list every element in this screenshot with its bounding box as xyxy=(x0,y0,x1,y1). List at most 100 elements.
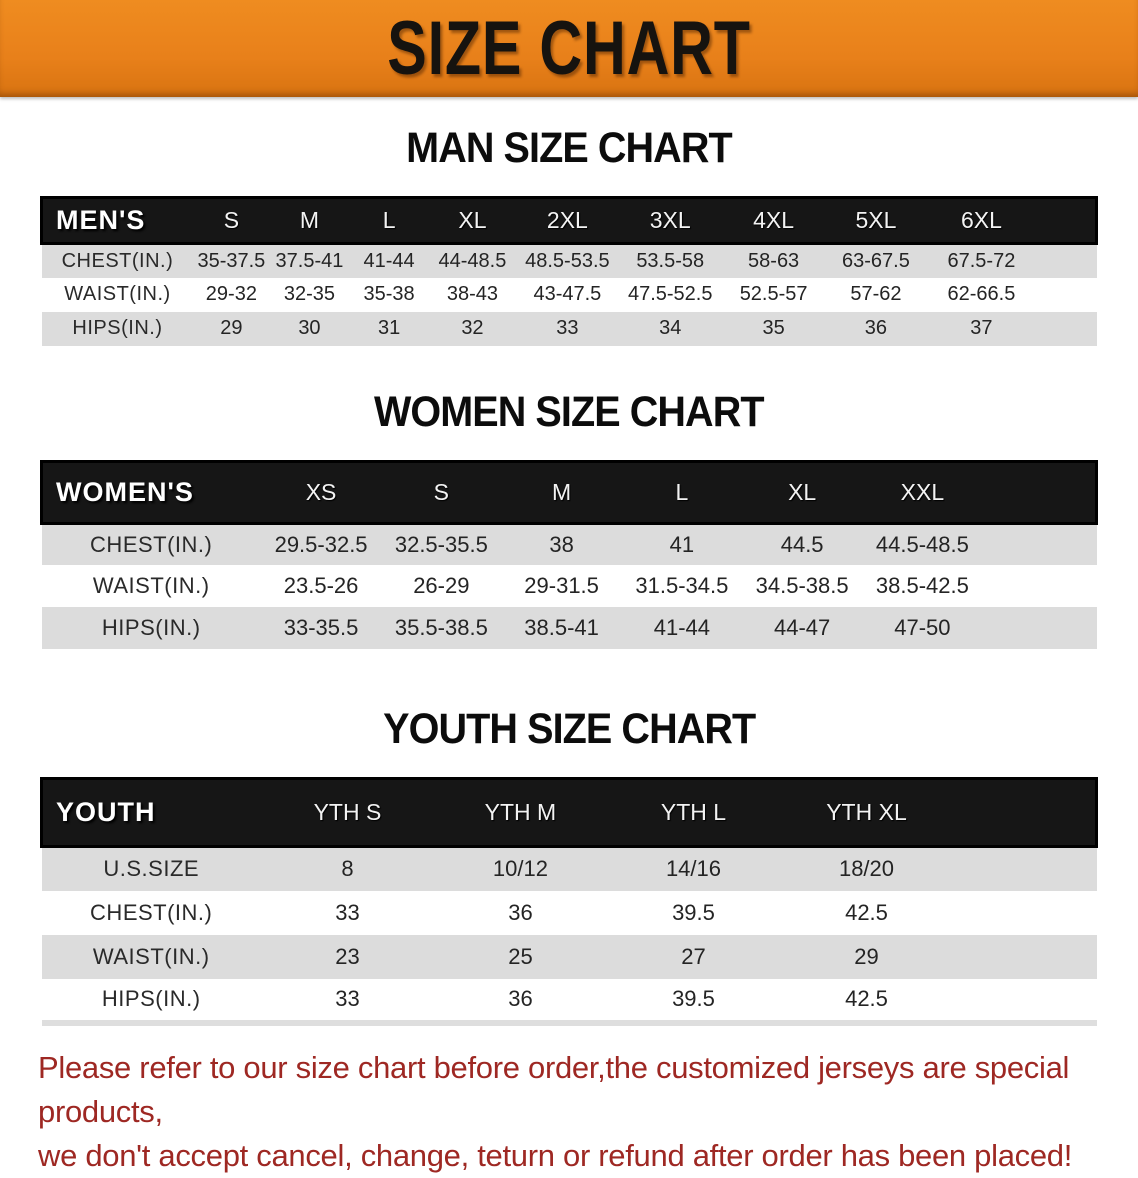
table-row: HIPS(IN.) 33 36 39.5 42.5 xyxy=(42,979,1097,1023)
size-chart-banner: SIZE CHART xyxy=(0,0,1138,97)
row-label-cell: WAIST(IN.) xyxy=(64,283,171,305)
value-cell: 32.5-35.5 xyxy=(394,531,488,557)
value-cell: 36 xyxy=(508,899,533,925)
size-header-cell: XS xyxy=(260,459,382,525)
value-cell: 38.5-42.5 xyxy=(875,573,969,598)
value-cell: 29-31.5 xyxy=(524,573,599,598)
value-cell: 44-48.5 xyxy=(438,249,507,272)
table-row: HIPS(IN.) 29 30 31 32 33 34 35 36 37 xyxy=(41,311,1097,346)
spacer-cell xyxy=(953,935,1097,979)
women-size-chart-title: WOMEN SIZE CHART xyxy=(374,387,765,436)
table-row: U.S.SIZE 8 10/12 14/16 18/20 xyxy=(41,846,1097,891)
value-cell: 38.5-41 xyxy=(524,615,599,640)
row-label-cell: CHEST(IN.) xyxy=(61,249,174,272)
row-label-cell: WAIST(IN.) xyxy=(92,943,210,969)
value-cell: 23.5-26 xyxy=(283,573,359,598)
youth-size-table: YOUTH YTH S YTH M YTH L YTH XL U.S.SIZE … xyxy=(39,777,1098,1026)
man-size-chart-title: MAN SIZE CHART xyxy=(406,124,732,172)
value-cell: 42.5 xyxy=(845,986,888,1011)
value-cell: 41-44 xyxy=(363,249,415,272)
table-row: WAIST(IN.) 29-32 32-35 35-38 38-43 43-47… xyxy=(42,278,1097,312)
value-cell: 44.5 xyxy=(780,531,824,557)
value-cell: 33 xyxy=(556,317,579,339)
spacer-cell xyxy=(1036,278,1096,312)
size-header-cell: M xyxy=(269,196,350,245)
table-row: HIPS(IN.) 33-35.5 35.5-38.5 38.5-41 41-4… xyxy=(41,607,1097,649)
table-header-row: YOUTH YTH S YTH M YTH L YTH XL xyxy=(39,777,1098,848)
table-header-row: MEN'S S M L XL 2XL 3XL 4XL 5XL 6XL xyxy=(40,196,1099,245)
value-cell: 36 xyxy=(508,986,533,1011)
value-cell: 44-47 xyxy=(773,615,831,640)
size-header-cell: L xyxy=(621,459,742,525)
row-label-cell: CHEST(IN.) xyxy=(90,899,213,925)
size-header-cell: YTH M xyxy=(433,777,607,848)
value-cell: 30 xyxy=(298,317,321,339)
value-cell: 39.5 xyxy=(672,986,715,1011)
mens-header-label: MEN'S xyxy=(40,196,194,245)
value-cell: 36 xyxy=(864,317,888,339)
row-label-cell: HIPS(IN.) xyxy=(101,986,201,1011)
size-header-cell: 6XL xyxy=(926,196,1037,245)
size-header-cell: 4XL xyxy=(721,196,826,245)
spacer-cell xyxy=(953,847,1097,891)
value-cell: 33 xyxy=(335,899,360,925)
size-header-cell: 2XL xyxy=(516,196,619,245)
value-cell: 32 xyxy=(461,317,484,339)
disclaimer-line-1: Please refer to our size chart before or… xyxy=(38,1049,1070,1129)
value-cell: 31.5-34.5 xyxy=(635,573,729,598)
table-row: CHEST(IN.) 29.5-32.5 32.5-35.5 38 41 44.… xyxy=(41,523,1097,565)
spacer-cell xyxy=(1036,196,1099,245)
spacer-cell xyxy=(983,523,1097,565)
spacer-cell xyxy=(983,607,1097,649)
row-label-cell: HIPS(IN.) xyxy=(72,317,163,339)
value-cell: 34 xyxy=(659,317,682,339)
value-cell: 57-62 xyxy=(850,283,902,305)
spacer-cell xyxy=(953,777,1098,848)
value-cell: 39.5 xyxy=(672,899,715,925)
value-cell: 38-43 xyxy=(446,283,499,305)
value-cell: 31 xyxy=(377,317,401,339)
value-cell: 42.5 xyxy=(845,899,888,925)
spacer-cell xyxy=(1036,312,1096,346)
table-header-row: WOMEN'S XS S M L XL XXL xyxy=(39,459,1098,525)
size-header-cell: YTH XL xyxy=(779,777,953,848)
size-header-cell: XL xyxy=(428,196,517,245)
womens-header-label: WOMEN'S xyxy=(39,459,261,525)
value-cell: 35.5-38.5 xyxy=(394,615,488,640)
value-cell: 37 xyxy=(970,317,993,339)
value-cell: 29 xyxy=(854,943,879,969)
value-cell: 29 xyxy=(220,317,243,339)
value-cell: 47.5-52.5 xyxy=(627,283,713,305)
value-cell: 47-50 xyxy=(894,615,951,640)
value-cell: 23 xyxy=(335,943,360,969)
size-header-cell: L xyxy=(349,196,429,245)
value-cell: 33-35.5 xyxy=(283,615,359,640)
size-header-cell: S xyxy=(193,196,270,245)
value-cell: 67.5-72 xyxy=(947,249,1016,272)
value-cell: 32-35 xyxy=(283,283,336,305)
value-cell: 10/12 xyxy=(492,856,548,882)
value-cell: 27 xyxy=(681,943,706,969)
value-cell: 35-37.5 xyxy=(197,249,266,272)
value-cell: 33 xyxy=(335,986,360,1011)
value-cell: 37.5-41 xyxy=(275,249,344,272)
row-label-cell: WAIST(IN.) xyxy=(92,573,210,598)
row-label-cell: HIPS(IN.) xyxy=(101,615,201,640)
size-header-cell: XL xyxy=(742,459,863,525)
spacer-cell xyxy=(953,891,1097,935)
value-cell: 35 xyxy=(762,317,785,339)
table-row: CHEST(IN.) 33 36 39.5 42.5 xyxy=(42,891,1097,935)
disclaimer-text: Please refer to our size chart before or… xyxy=(38,1046,1138,1178)
value-cell: 63-67.5 xyxy=(842,249,910,272)
value-cell: 53.5-58 xyxy=(636,249,705,272)
spacer-cell xyxy=(982,459,1098,525)
value-cell: 41 xyxy=(669,531,695,557)
table-row: WAIST(IN.) 23 25 27 29 xyxy=(41,934,1097,979)
value-cell: 14/16 xyxy=(665,856,721,882)
row-label-cell: CHEST(IN.) xyxy=(90,531,213,557)
size-header-cell: S xyxy=(381,459,502,525)
value-cell: 58-63 xyxy=(748,249,800,272)
value-cell: 18/20 xyxy=(838,856,895,882)
size-header-cell: 3XL xyxy=(618,196,722,245)
spacer-cell xyxy=(1036,244,1096,278)
